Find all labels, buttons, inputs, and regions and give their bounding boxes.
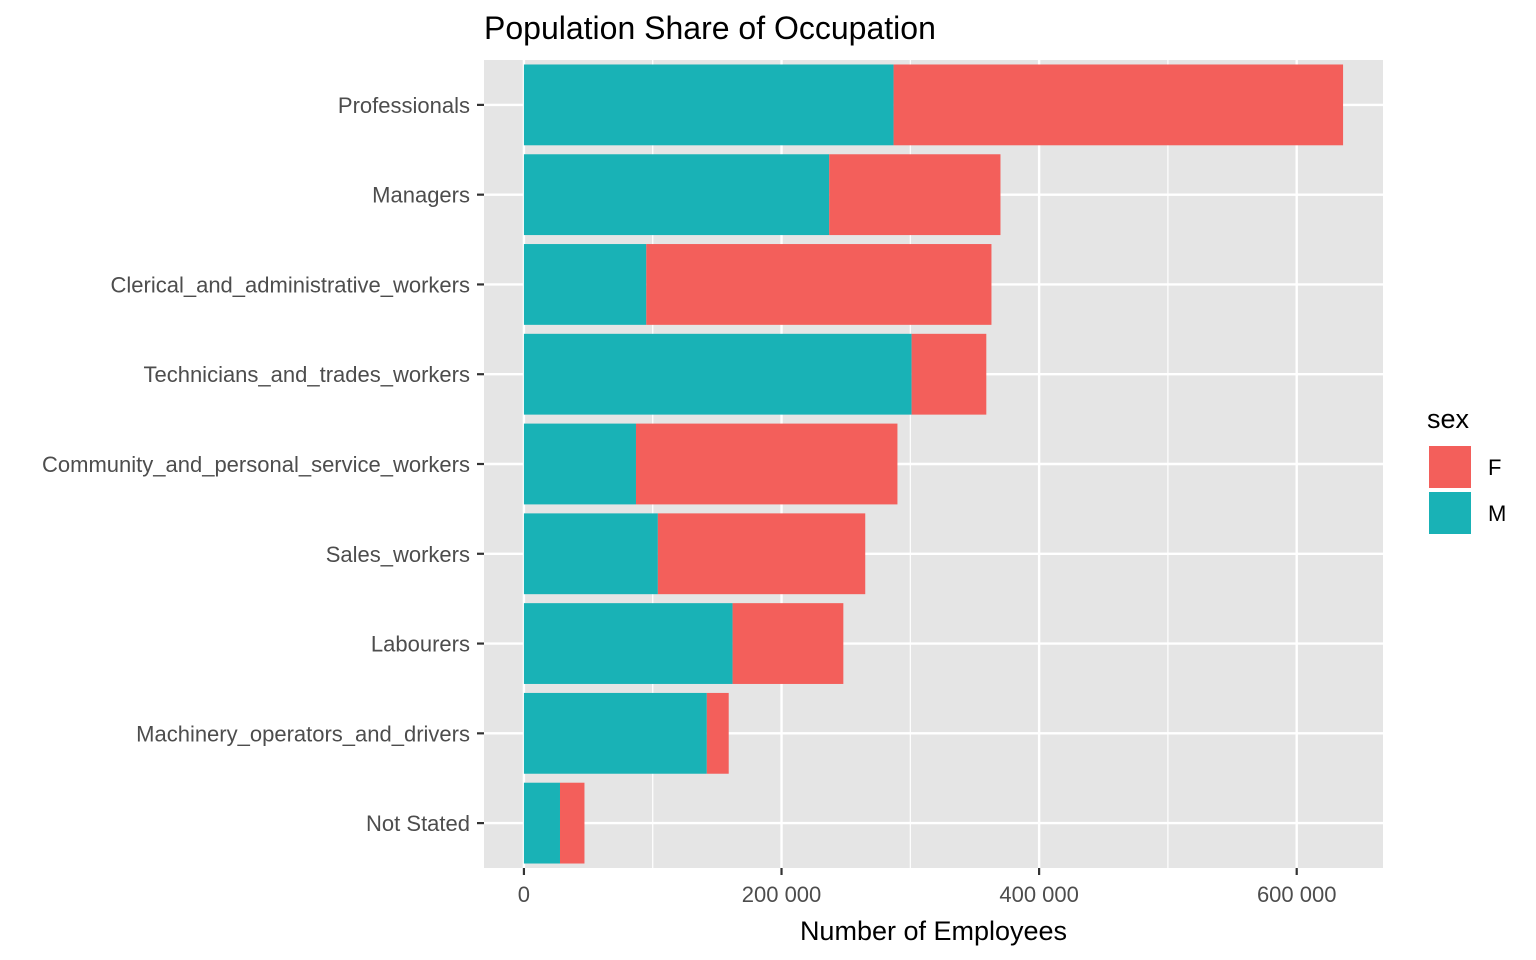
legend: sex FM (1427, 404, 1506, 536)
x-tick-label: 400 000 (999, 882, 1079, 907)
y-axis: Professionals Managers Clerical_and_admini… (42, 93, 484, 836)
bar-f-clerical-and-administrative-workers (646, 244, 992, 325)
bar-f-machinery-operators-and-drivers (706, 692, 729, 774)
x-tick-label: 200 000 (742, 882, 822, 907)
bar-m-labourers (523, 603, 733, 684)
y-tick-label: Community_and_personal_service_workers (42, 452, 470, 477)
legend-title: sex (1427, 404, 1470, 434)
bar-f-technicians-and-trades-workers (911, 333, 987, 415)
y-tick-label: Managers (372, 183, 470, 208)
y-tick-label: Labourers (371, 632, 470, 657)
bar-f-labourers (732, 603, 844, 684)
y-tick-label: Clerical_and_administrative_workers (111, 272, 471, 297)
bar-m-not-stated (523, 782, 560, 864)
x-axis-title: Number of Employees (800, 916, 1067, 946)
bar-m-community-and-personal-service-workers (523, 423, 636, 505)
legend-label-f: F (1488, 455, 1501, 480)
bar-f-professionals (893, 64, 1344, 146)
legend-key-m (1427, 490, 1473, 536)
x-tick-label: 600 000 (1257, 882, 1337, 907)
bar-m-sales-workers (523, 513, 658, 595)
bar-m-technicians-and-trades-workers (523, 333, 912, 415)
bar-m-clerical-and-administrative-workers (523, 244, 647, 325)
x-tick-label: 0 (518, 882, 530, 907)
chart-title: Population Share of Occupation (484, 10, 936, 46)
bar-f-sales-workers (657, 513, 866, 595)
bar-m-professionals (523, 64, 894, 146)
bar-m-managers (523, 154, 830, 236)
x-axis: 0 200 000 400 000 600 000 (518, 868, 1337, 907)
y-tick-label: Technicians_and_trades_workers (143, 362, 470, 387)
y-tick-label: Professionals (338, 93, 470, 118)
y-tick-label: Sales_workers (326, 542, 470, 567)
bar-f-managers (829, 154, 1001, 236)
y-tick-label: Machinery_operators_and_drivers (136, 721, 470, 746)
legend-key-f (1427, 444, 1473, 490)
bar-m-machinery-operators-and-drivers (523, 692, 707, 774)
legend-label-m: M (1488, 501, 1506, 526)
bar-f-not-stated (559, 782, 585, 864)
bar-f-community-and-personal-service-workers (635, 423, 898, 505)
y-tick-label: Not Stated (366, 811, 470, 836)
bars (523, 64, 1344, 864)
